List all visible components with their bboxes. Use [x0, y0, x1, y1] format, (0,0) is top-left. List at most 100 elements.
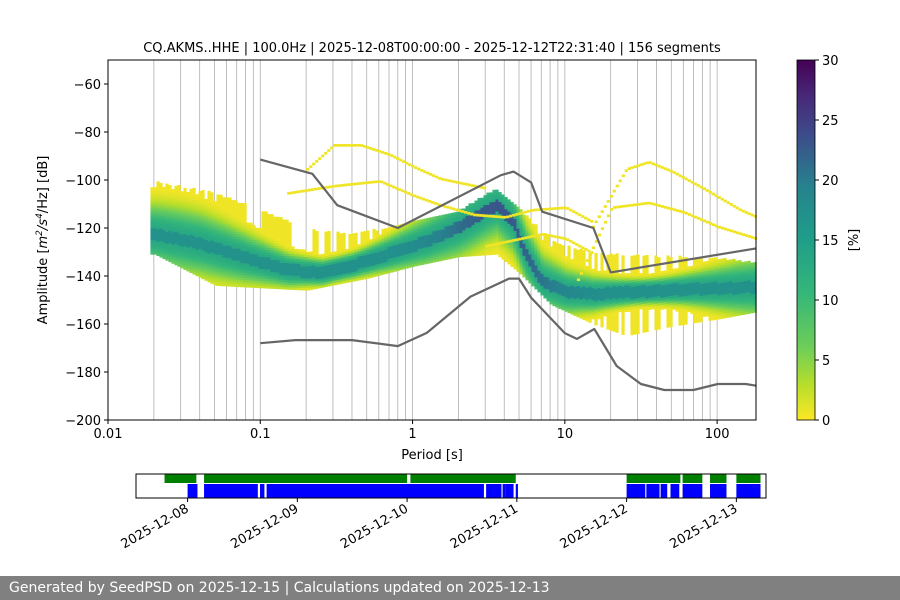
heatmap-cell — [462, 244, 466, 248]
heatmap-cell — [201, 254, 205, 258]
heatmap-cell — [411, 228, 415, 231]
heatmap-cell — [693, 262, 697, 266]
heatmap-cell — [441, 250, 445, 254]
heatmap-cell — [249, 265, 253, 269]
heatmap-cell — [576, 290, 580, 294]
heatmap-cell — [207, 226, 211, 230]
heatmap-cell — [630, 289, 634, 293]
heatmap-cell — [651, 272, 655, 276]
heatmap-cell — [441, 245, 445, 249]
heatmap-cell — [351, 269, 355, 273]
heatmap-cell — [207, 217, 211, 220]
heatmap-cell — [213, 270, 217, 274]
heatmap-cell — [594, 257, 598, 261]
heatmap-cell — [540, 283, 544, 286]
heatmap-cell — [384, 259, 388, 263]
heatmap-cell — [438, 222, 442, 226]
heatmap-cell — [573, 301, 577, 304]
heatmap-cell — [159, 226, 163, 229]
heatmap-cell — [183, 224, 187, 227]
heatmap-cell — [732, 277, 736, 281]
heatmap-cell — [702, 273, 706, 277]
heatmap-cell — [315, 252, 319, 256]
heatmap-cell — [525, 227, 529, 230]
heatmap-cell — [507, 254, 511, 258]
heatmap-cell — [600, 319, 604, 323]
heatmap-cell — [453, 229, 457, 232]
heatmap-cell — [363, 231, 367, 234]
heatmap-cell — [615, 279, 619, 283]
heatmap-cell — [294, 287, 298, 291]
heatmap-cell — [237, 279, 241, 283]
heatmap-cell — [366, 271, 370, 274]
heatmap-cell — [372, 233, 376, 237]
heatmap-cell — [492, 225, 496, 229]
heatmap-cell — [636, 259, 640, 262]
heatmap-cell — [642, 296, 646, 300]
heatmap-cell — [669, 276, 673, 280]
heatmap-cell — [708, 265, 712, 269]
heatmap-cell — [216, 244, 220, 248]
heatmap-cell — [609, 265, 613, 269]
heatmap-cell — [489, 201, 493, 205]
heatmap-cell — [219, 281, 223, 284]
heatmap-cell — [210, 266, 214, 270]
heatmap-cell — [192, 226, 196, 229]
heatmap-cell — [549, 272, 553, 276]
heatmap-cell — [306, 259, 310, 262]
heatmap-cell — [390, 248, 394, 251]
heatmap-cell — [702, 304, 706, 308]
heatmap-cell — [237, 274, 241, 278]
heatmap-cell — [699, 288, 703, 292]
heatmap-cell — [450, 232, 454, 235]
heatmap-cell — [453, 233, 457, 237]
heatmap-cell — [429, 236, 433, 240]
heatmap-cell — [324, 250, 328, 254]
heatmap-cell — [363, 233, 367, 237]
heatmap-cell — [546, 269, 550, 273]
heatmap-cell — [738, 262, 742, 266]
heatmap-cell — [327, 233, 331, 237]
heatmap-cell — [174, 250, 178, 254]
heatmap-cell — [234, 226, 238, 230]
heatmap-cell — [483, 211, 487, 215]
heatmap-cell — [252, 253, 256, 257]
heatmap-cell — [684, 321, 688, 325]
heatmap-cell — [588, 284, 592, 287]
heatmap-cell — [663, 270, 667, 274]
heatmap-cell — [408, 238, 412, 242]
heatmap-cell — [249, 268, 253, 271]
heatmap-cell — [159, 202, 163, 205]
heatmap-cell — [489, 235, 493, 239]
heatmap-cell — [606, 300, 610, 304]
heatmap-cell — [162, 198, 166, 202]
heatmap-cell — [696, 317, 700, 321]
heatmap-cell — [660, 307, 664, 310]
heatmap-cell — [297, 280, 301, 284]
heatmap-cell — [528, 256, 532, 260]
heatmap-cell — [348, 241, 352, 244]
heatmap-cell — [336, 253, 340, 256]
heatmap-cell — [207, 267, 211, 271]
heatmap-cell — [264, 218, 268, 222]
heatmap-cell — [591, 316, 595, 320]
heatmap-cell — [525, 215, 529, 218]
heatmap-cell — [270, 286, 274, 289]
heatmap-cell — [219, 194, 223, 198]
heatmap-cell — [531, 271, 535, 275]
heatmap-cell — [435, 247, 439, 250]
heatmap-cell — [327, 278, 331, 282]
heatmap-cell — [696, 288, 700, 292]
heatmap-cell — [447, 247, 451, 250]
heatmap-cell — [738, 312, 742, 316]
heatmap-cell — [240, 250, 244, 254]
heatmap-cell — [234, 209, 238, 213]
heatmap-cell — [231, 245, 235, 249]
heatmap-cell — [231, 250, 235, 254]
heatmap-cell — [471, 231, 475, 235]
heatmap-cell — [723, 310, 727, 314]
heatmap-cell — [177, 228, 181, 231]
heatmap-cell — [375, 249, 379, 253]
heatmap-cell — [594, 312, 598, 316]
heatmap-cell — [171, 217, 175, 221]
